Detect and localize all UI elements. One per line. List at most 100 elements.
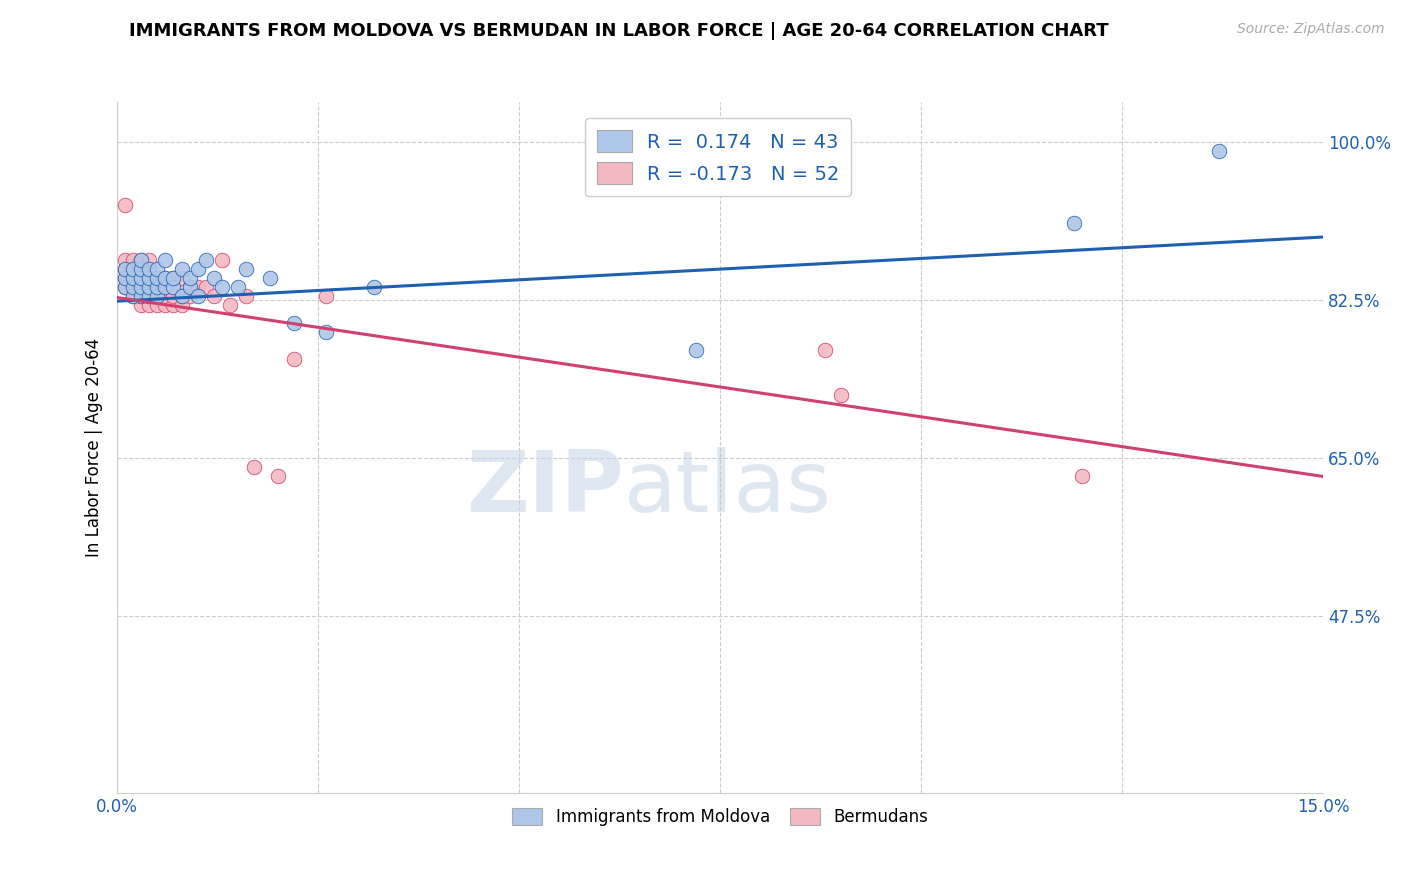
Point <box>146 289 169 303</box>
Point <box>138 261 160 276</box>
Point <box>162 279 184 293</box>
Point <box>138 289 160 303</box>
Point <box>814 343 837 357</box>
Point <box>226 279 249 293</box>
Point <box>187 279 209 293</box>
Point <box>155 270 177 285</box>
Point <box>131 289 153 303</box>
Point <box>138 298 160 312</box>
Point <box>131 261 153 276</box>
Point <box>138 289 160 303</box>
Point <box>114 270 136 285</box>
Point <box>138 279 160 293</box>
Point <box>114 270 136 285</box>
Point <box>122 289 145 303</box>
Text: IMMIGRANTS FROM MOLDOVA VS BERMUDAN IN LABOR FORCE | AGE 20-64 CORRELATION CHART: IMMIGRANTS FROM MOLDOVA VS BERMUDAN IN L… <box>129 22 1108 40</box>
Point <box>122 289 145 303</box>
Point <box>194 252 217 267</box>
Point <box>146 261 169 276</box>
Point <box>211 279 233 293</box>
Point <box>114 261 136 276</box>
Point <box>179 279 201 293</box>
Point <box>131 279 153 293</box>
Point <box>138 270 160 285</box>
Point <box>122 261 145 276</box>
Point <box>131 252 153 267</box>
Point <box>114 261 136 276</box>
Point <box>202 289 225 303</box>
Point <box>179 279 201 293</box>
Point <box>315 289 337 303</box>
Point <box>131 279 153 293</box>
Point <box>259 270 281 285</box>
Point <box>283 351 305 366</box>
Point <box>155 270 177 285</box>
Point <box>1063 217 1085 231</box>
Point <box>1071 469 1094 483</box>
Point <box>146 289 169 303</box>
Point <box>179 289 201 303</box>
Point <box>138 270 160 285</box>
Point <box>122 252 145 267</box>
Point <box>162 289 184 303</box>
Point <box>162 270 184 285</box>
Point <box>315 325 337 339</box>
Text: ZIP: ZIP <box>465 447 624 530</box>
Point <box>179 270 201 285</box>
Point <box>267 469 290 483</box>
Point <box>162 298 184 312</box>
Text: Source: ZipAtlas.com: Source: ZipAtlas.com <box>1237 22 1385 37</box>
Point <box>243 460 266 475</box>
Point <box>162 270 184 285</box>
Point <box>170 289 193 303</box>
Point <box>114 198 136 212</box>
Point <box>114 252 136 267</box>
Point <box>146 270 169 285</box>
Point <box>122 270 145 285</box>
Y-axis label: In Labor Force | Age 20-64: In Labor Force | Age 20-64 <box>86 337 103 557</box>
Point <box>131 270 153 285</box>
Point <box>235 289 257 303</box>
Point <box>155 289 177 303</box>
Point <box>131 298 153 312</box>
Point <box>146 279 169 293</box>
Point <box>122 279 145 293</box>
Point <box>162 279 184 293</box>
Point <box>131 270 153 285</box>
Point <box>363 279 385 293</box>
Point <box>170 289 193 303</box>
Point <box>170 298 193 312</box>
Point <box>830 388 852 402</box>
Point <box>170 261 193 276</box>
Point <box>146 298 169 312</box>
Text: atlas: atlas <box>624 447 832 530</box>
Point <box>170 270 193 285</box>
Point <box>114 279 136 293</box>
Point <box>138 252 160 267</box>
Point <box>235 261 257 276</box>
Point <box>122 279 145 293</box>
Point <box>1208 145 1230 159</box>
Point <box>131 289 153 303</box>
Point <box>155 252 177 267</box>
Point <box>131 261 153 276</box>
Point <box>211 252 233 267</box>
Point <box>685 343 707 357</box>
Point <box>187 261 209 276</box>
Point <box>155 279 177 293</box>
Point <box>146 279 169 293</box>
Point <box>283 316 305 330</box>
Point <box>155 279 177 293</box>
Point <box>202 270 225 285</box>
Point <box>122 270 145 285</box>
Point <box>155 298 177 312</box>
Point <box>187 289 209 303</box>
Point <box>218 298 240 312</box>
Point <box>194 279 217 293</box>
Point <box>114 279 136 293</box>
Point <box>146 270 169 285</box>
Point <box>131 252 153 267</box>
Point <box>138 279 160 293</box>
Legend: Immigrants from Moldova, Bermudans: Immigrants from Moldova, Bermudans <box>506 801 935 833</box>
Point <box>138 261 160 276</box>
